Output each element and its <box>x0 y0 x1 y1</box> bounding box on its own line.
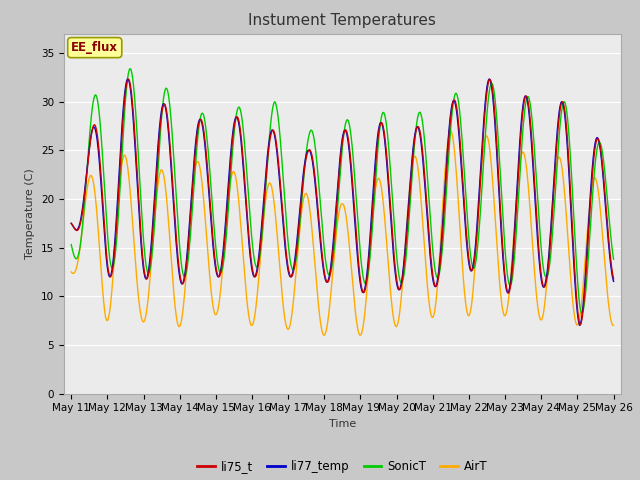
li77_temp <box>124 76 132 82</box>
SonicT <box>546 263 554 268</box>
Line: li75_t: li75_t <box>71 79 614 325</box>
li77_temp <box>546 244 554 250</box>
Title: Instument Temperatures: Instument Temperatures <box>248 13 436 28</box>
SonicT <box>498 194 506 200</box>
li75_t <box>576 322 584 328</box>
SonicT <box>578 310 586 316</box>
AirT <box>67 269 75 275</box>
Y-axis label: Temperature (C): Temperature (C) <box>26 168 35 259</box>
li75_t <box>498 228 506 233</box>
SonicT <box>126 66 134 72</box>
AirT <box>188 195 196 201</box>
li77_temp <box>427 260 435 265</box>
AirT <box>427 311 435 316</box>
li75_t <box>125 76 132 82</box>
li75_t <box>175 265 183 271</box>
AirT <box>447 128 454 134</box>
SonicT <box>175 236 183 242</box>
li77_temp <box>576 323 584 328</box>
Line: SonicT: SonicT <box>71 69 614 313</box>
li77_temp <box>498 236 506 241</box>
SonicT <box>427 222 435 228</box>
X-axis label: Time: Time <box>329 419 356 429</box>
AirT <box>249 322 257 328</box>
AirT <box>320 332 328 338</box>
li75_t <box>610 276 618 282</box>
li75_t <box>188 190 196 195</box>
SonicT <box>610 256 618 262</box>
AirT <box>498 303 506 309</box>
SonicT <box>67 242 75 248</box>
SonicT <box>249 246 257 252</box>
AirT <box>175 324 182 329</box>
Line: li77_temp: li77_temp <box>71 79 614 325</box>
li75_t <box>67 220 75 226</box>
li75_t <box>249 269 257 275</box>
li77_temp <box>610 278 618 284</box>
AirT <box>610 323 618 328</box>
li75_t <box>546 252 554 257</box>
li75_t <box>427 254 435 260</box>
Legend: li75_t, li77_temp, SonicT, AirT: li75_t, li77_temp, SonicT, AirT <box>193 456 492 478</box>
li77_temp <box>249 271 257 277</box>
li77_temp <box>188 182 196 188</box>
Line: AirT: AirT <box>71 131 614 335</box>
SonicT <box>188 208 196 214</box>
li77_temp <box>175 269 183 275</box>
Text: EE_flux: EE_flux <box>71 41 118 54</box>
li77_temp <box>67 220 75 226</box>
AirT <box>546 238 554 244</box>
